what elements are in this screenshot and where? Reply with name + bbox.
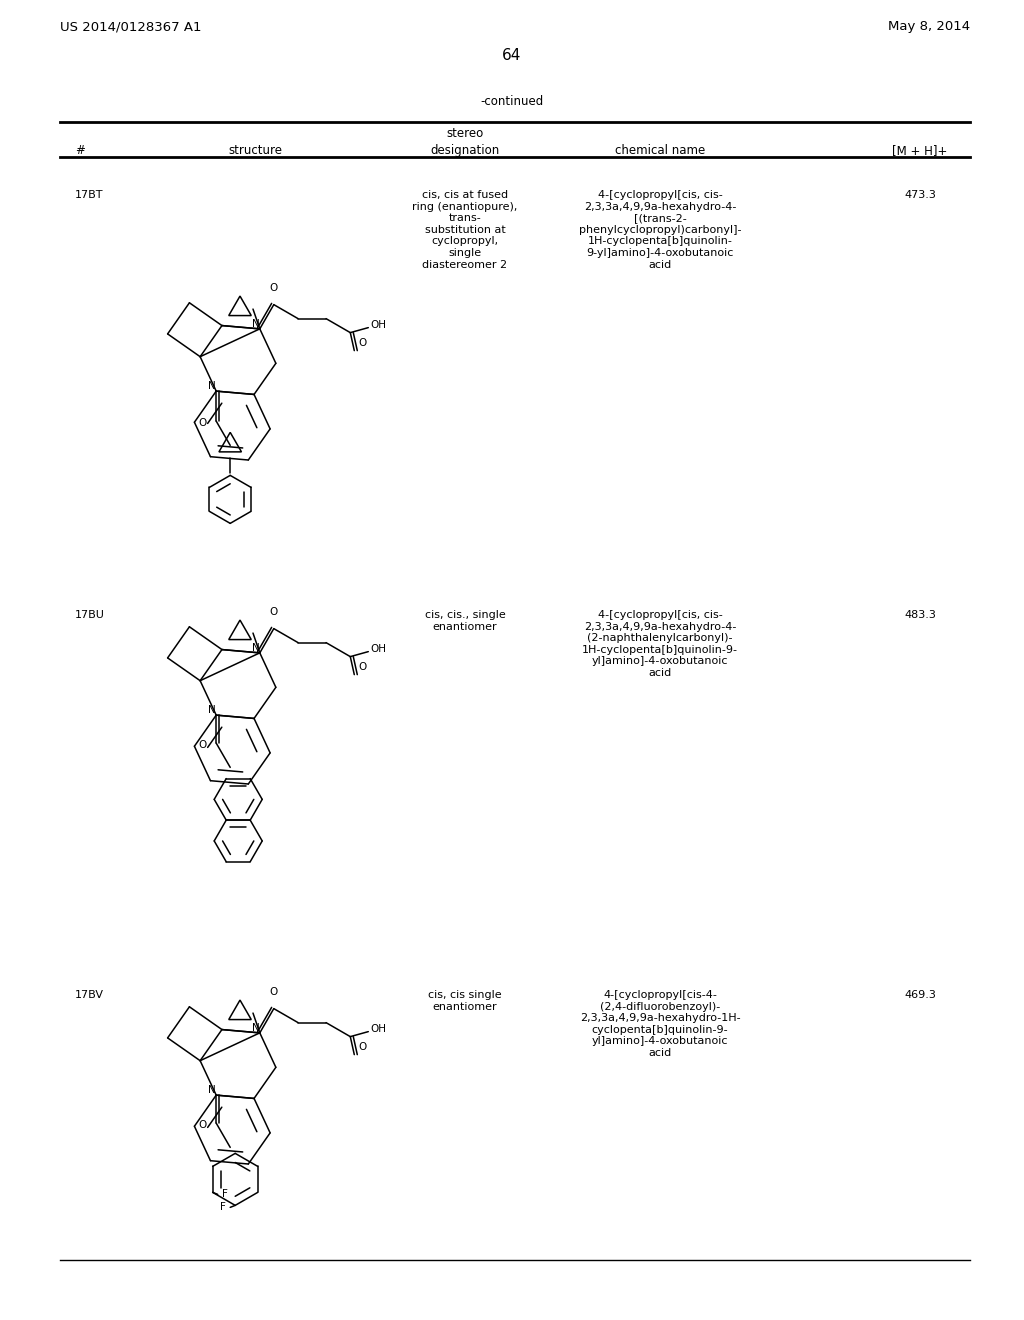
Text: O: O bbox=[269, 986, 278, 997]
Text: N: N bbox=[208, 1085, 216, 1096]
Text: stereo: stereo bbox=[446, 127, 483, 140]
Text: F: F bbox=[222, 1189, 227, 1200]
Text: 473.3: 473.3 bbox=[904, 190, 936, 201]
Text: F: F bbox=[220, 1203, 226, 1212]
Text: 4-[cyclopropyl[cis, cis-
2,3,3a,4,9,9a-hexahydro-4-
[(trans-2-
phenylcyclopropyl: 4-[cyclopropyl[cis, cis- 2,3,3a,4,9,9a-h… bbox=[579, 190, 741, 269]
Text: 469.3: 469.3 bbox=[904, 990, 936, 1001]
Text: O: O bbox=[358, 661, 367, 672]
Text: cis, cis single
enantiomer: cis, cis single enantiomer bbox=[428, 990, 502, 1011]
Text: [M + H]+: [M + H]+ bbox=[892, 144, 947, 157]
Text: -continued: -continued bbox=[480, 95, 544, 108]
Text: N: N bbox=[208, 705, 216, 715]
Text: 4-[cyclopropyl[cis-4-
(2,4-difluorobenzoyl)-
2,3,3a,4,9,9a-hexahydro-1H-
cyclope: 4-[cyclopropyl[cis-4- (2,4-difluorobenzo… bbox=[580, 990, 740, 1059]
Text: structure: structure bbox=[228, 144, 282, 157]
Text: N: N bbox=[252, 319, 260, 329]
Text: OH: OH bbox=[371, 644, 386, 653]
Text: N: N bbox=[252, 1023, 260, 1032]
Text: O: O bbox=[198, 418, 206, 428]
Text: OH: OH bbox=[371, 1023, 386, 1034]
Text: chemical name: chemical name bbox=[614, 144, 706, 157]
Text: cis, cis at fused
ring (enantiopure),
trans-
substitution at
cyclopropyl,
single: cis, cis at fused ring (enantiopure), tr… bbox=[413, 190, 518, 269]
Text: 4-[cyclopropyl[cis, cis-
2,3,3a,4,9,9a-hexahydro-4-
(2-naphthalenylcarbonyl)-
1H: 4-[cyclopropyl[cis, cis- 2,3,3a,4,9,9a-h… bbox=[582, 610, 738, 678]
Text: 17BV: 17BV bbox=[75, 990, 104, 1001]
Text: N: N bbox=[252, 643, 260, 653]
Text: O: O bbox=[358, 1041, 367, 1052]
Text: 17BT: 17BT bbox=[75, 190, 103, 201]
Text: 483.3: 483.3 bbox=[904, 610, 936, 620]
Text: OH: OH bbox=[371, 319, 386, 330]
Text: #: # bbox=[75, 144, 85, 157]
Text: May 8, 2014: May 8, 2014 bbox=[888, 20, 970, 33]
Text: O: O bbox=[198, 741, 206, 750]
Text: 17BU: 17BU bbox=[75, 610, 104, 620]
Text: US 2014/0128367 A1: US 2014/0128367 A1 bbox=[60, 20, 202, 33]
Text: O: O bbox=[269, 282, 278, 293]
Text: O: O bbox=[358, 338, 367, 347]
Text: N: N bbox=[208, 381, 216, 391]
Text: O: O bbox=[269, 607, 278, 616]
Text: O: O bbox=[198, 1121, 206, 1130]
Text: cis, cis., single
enantiomer: cis, cis., single enantiomer bbox=[425, 610, 506, 631]
Text: 64: 64 bbox=[503, 48, 521, 63]
Text: designation: designation bbox=[430, 144, 500, 157]
